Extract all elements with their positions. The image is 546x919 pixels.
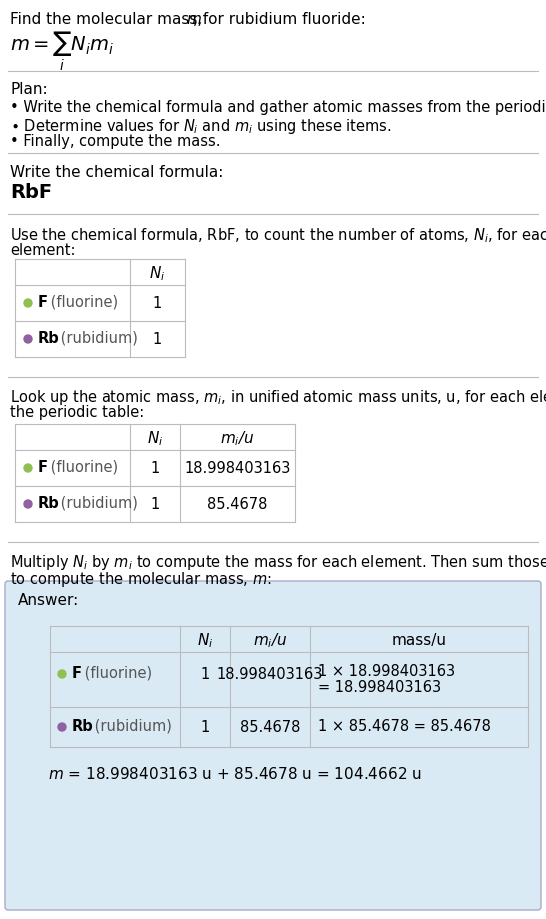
Text: Rb: Rb <box>72 719 94 733</box>
Circle shape <box>58 723 66 732</box>
Text: $N_i$: $N_i$ <box>147 429 163 448</box>
Text: Look up the atomic mass, $m_i$, in unified atomic mass units, u, for each elemen: Look up the atomic mass, $m_i$, in unifi… <box>10 388 546 406</box>
Text: 1: 1 <box>150 461 159 476</box>
Circle shape <box>24 501 32 508</box>
Text: F: F <box>72 665 82 680</box>
Text: $m_i$/u: $m_i$/u <box>253 631 287 650</box>
Text: Answer:: Answer: <box>18 593 79 607</box>
Text: Find the molecular mass,: Find the molecular mass, <box>10 12 207 27</box>
Text: Write the chemical formula:: Write the chemical formula: <box>10 165 223 180</box>
Text: (rubidium): (rubidium) <box>56 331 138 346</box>
Text: $\bullet$ Determine values for $N_i$ and $m_i$ using these items.: $\bullet$ Determine values for $N_i$ and… <box>10 117 391 136</box>
Text: 1 × 18.998403163: 1 × 18.998403163 <box>318 664 455 678</box>
Text: (rubidium): (rubidium) <box>56 495 138 510</box>
Text: Use the chemical formula, RbF, to count the number of atoms, $N_i$, for each: Use the chemical formula, RbF, to count … <box>10 226 546 244</box>
Text: $m_i$/u: $m_i$/u <box>220 429 254 448</box>
Text: = 18.998403163: = 18.998403163 <box>318 679 441 694</box>
Text: RbF: RbF <box>10 183 52 202</box>
Text: 1: 1 <box>153 332 162 347</box>
Text: 18.998403163: 18.998403163 <box>185 461 290 476</box>
Text: the periodic table:: the periodic table: <box>10 404 144 420</box>
Text: $N_i$: $N_i$ <box>197 631 213 650</box>
Circle shape <box>24 464 32 472</box>
Text: , for rubidium fluoride:: , for rubidium fluoride: <box>193 12 366 27</box>
Circle shape <box>24 335 32 344</box>
Text: 18.998403163: 18.998403163 <box>217 667 323 682</box>
Text: Rb: Rb <box>38 495 60 510</box>
Circle shape <box>24 300 32 308</box>
Text: Multiply $N_i$ by $m_i$ to compute the mass for each element. Then sum those val: Multiply $N_i$ by $m_i$ to compute the m… <box>10 552 546 572</box>
Text: (rubidium): (rubidium) <box>90 719 172 733</box>
Text: 1: 1 <box>200 667 210 682</box>
FancyBboxPatch shape <box>5 582 541 910</box>
Text: F: F <box>38 295 48 310</box>
Text: 85.4678: 85.4678 <box>240 720 300 734</box>
Circle shape <box>58 670 66 678</box>
Text: $N_i$: $N_i$ <box>150 265 165 283</box>
Text: element:: element: <box>10 243 75 257</box>
Text: • Finally, compute the mass.: • Finally, compute the mass. <box>10 134 221 149</box>
Text: to compute the molecular mass, $m$:: to compute the molecular mass, $m$: <box>10 570 272 588</box>
Text: (fluorine): (fluorine) <box>80 665 152 680</box>
Text: 1: 1 <box>153 296 162 312</box>
Text: Rb: Rb <box>38 331 60 346</box>
Text: (fluorine): (fluorine) <box>46 295 118 310</box>
Text: • Write the chemical formula and gather atomic masses from the periodic table.: • Write the chemical formula and gather … <box>10 100 546 115</box>
Text: 85.4678: 85.4678 <box>207 497 268 512</box>
Text: mass/u: mass/u <box>391 633 447 648</box>
Text: $m$ = 18.998403163 u + 85.4678 u = 104.4662 u: $m$ = 18.998403163 u + 85.4678 u = 104.4… <box>48 766 422 781</box>
Text: $m = \sum_i N_i m_i$: $m = \sum_i N_i m_i$ <box>10 30 114 74</box>
Text: 1: 1 <box>150 497 159 512</box>
Text: 1: 1 <box>200 720 210 734</box>
Text: Plan:: Plan: <box>10 82 48 96</box>
Text: (fluorine): (fluorine) <box>46 460 118 474</box>
Text: 1 × 85.4678 = 85.4678: 1 × 85.4678 = 85.4678 <box>318 719 491 733</box>
Text: F: F <box>38 460 48 474</box>
Text: m: m <box>186 12 201 27</box>
